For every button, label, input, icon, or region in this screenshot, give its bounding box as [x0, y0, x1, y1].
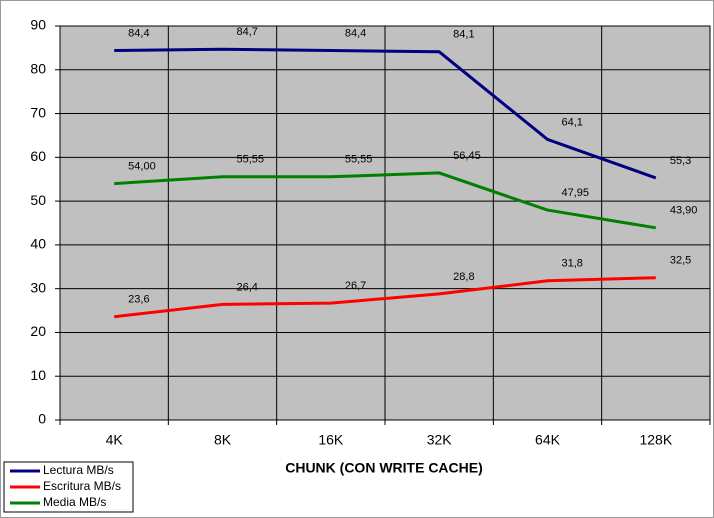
- value-label: 47,95: [562, 187, 590, 199]
- y-tick-label: 20: [30, 323, 46, 339]
- value-label: 84,4: [128, 27, 149, 39]
- plot-border: [59, 25, 711, 421]
- x-tick-label: 32K: [427, 432, 453, 448]
- legend-label: Media MB/s: [43, 495, 106, 509]
- value-label: 64,1: [562, 116, 583, 128]
- value-label: 26,4: [237, 281, 258, 293]
- y-tick-label: 0: [38, 411, 46, 427]
- y-tick-label: 90: [30, 17, 46, 33]
- series-line: [114, 171, 657, 230]
- y-tick-label: 30: [30, 279, 46, 295]
- value-label: 56,45: [453, 150, 481, 162]
- x-tick-label: 128K: [639, 432, 672, 448]
- x-tick-label: 4K: [106, 432, 124, 448]
- y-tick-label: 50: [30, 192, 46, 208]
- value-label: 55,55: [237, 154, 265, 166]
- y-tick-label: 40: [30, 236, 46, 252]
- y-tick-label: 10: [30, 367, 46, 383]
- legend-label: Lectura MB/s: [43, 463, 114, 477]
- value-label: 28,8: [453, 271, 474, 283]
- x-tick-label: 16K: [318, 432, 344, 448]
- value-label: 84,7: [237, 26, 258, 38]
- y-tick-label: 80: [30, 60, 46, 76]
- value-label: 32,5: [670, 255, 691, 267]
- value-label: 26,7: [345, 280, 366, 292]
- series-line: [114, 276, 656, 319]
- value-label: 43,90: [670, 205, 698, 217]
- x-tick-label: 64K: [535, 432, 561, 448]
- value-label: 55,55: [345, 154, 373, 166]
- value-label: 31,8: [562, 258, 583, 270]
- value-label: 84,4: [345, 27, 366, 39]
- y-tick-label: 60: [30, 148, 46, 164]
- x-tick-label: 8K: [214, 432, 232, 448]
- value-label: 54,00: [128, 161, 156, 173]
- value-label: 55,3: [670, 155, 691, 167]
- value-label: 23,6: [128, 294, 149, 306]
- legend: Lectura MB/s Escritura MB/s Media MB/s: [3, 461, 134, 513]
- x-axis-title: CHUNK (CON WRITE CACHE): [285, 460, 483, 476]
- value-label: 84,1: [453, 29, 474, 41]
- y-tick-label: 70: [30, 104, 46, 120]
- series-line: [114, 47, 657, 180]
- legend-label: Escritura MB/s: [43, 479, 121, 493]
